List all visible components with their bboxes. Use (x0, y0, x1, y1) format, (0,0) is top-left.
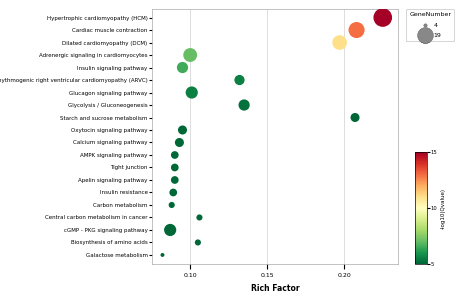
Point (179, 65, 186, 70)
Point (179, 128, 186, 132)
Point (194, 240, 202, 245)
Point (379, 15, 387, 20)
Legend: 4, 19: 4, 19 (406, 9, 455, 41)
Point (159, 253, 166, 257)
Point (171, 153, 179, 157)
Point (171, 165, 179, 170)
Point (353, 28, 360, 32)
X-axis label: Rich Factor: Rich Factor (251, 284, 299, 293)
Point (186, 53, 194, 57)
Point (351, 115, 359, 120)
Point (188, 90, 195, 95)
Point (196, 215, 203, 220)
Point (236, 78, 243, 82)
Y-axis label: -log10(Qvalue): -log10(Qvalue) (440, 188, 445, 229)
Point (175, 140, 183, 145)
Point (169, 190, 177, 195)
Point (336, 40, 343, 45)
Point (168, 203, 175, 207)
Point (171, 178, 179, 182)
Point (166, 228, 174, 232)
Point (240, 103, 248, 107)
